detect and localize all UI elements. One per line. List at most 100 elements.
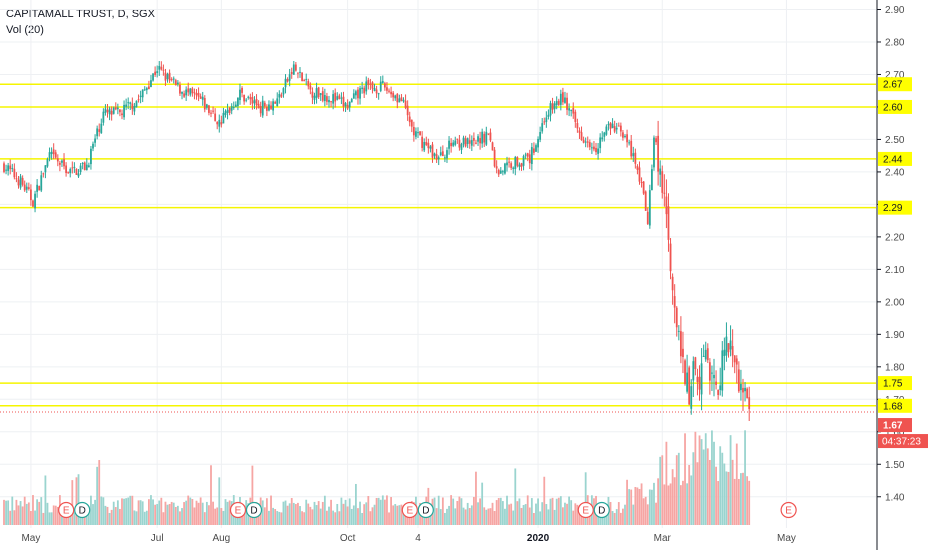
volume-bar <box>38 501 41 525</box>
volume-bar <box>533 512 535 525</box>
candle-body <box>686 372 688 392</box>
volume-bar <box>394 504 397 525</box>
candle-body <box>58 162 61 165</box>
candle-body <box>338 95 341 99</box>
volume-bar <box>96 466 99 525</box>
candle-body <box>479 138 481 144</box>
y-tick-label: 2.40 <box>885 167 905 178</box>
volume-bar <box>197 502 200 525</box>
candle-body <box>292 64 295 75</box>
volume-bar <box>218 477 221 525</box>
candle-body <box>644 191 647 211</box>
candle-body <box>11 168 14 170</box>
candle-body <box>595 147 597 153</box>
candle-body <box>392 92 395 98</box>
x-tick-label: 4 <box>415 533 421 544</box>
volume-bar <box>733 478 736 525</box>
candle-body <box>572 108 575 114</box>
event-label: D <box>598 506 605 517</box>
volume-bar <box>375 497 378 525</box>
earnings-event-icon[interactable] <box>577 501 594 519</box>
candle-body <box>79 165 82 173</box>
candle-body <box>456 138 459 140</box>
volume-bar <box>381 495 384 525</box>
candle-body <box>671 276 674 291</box>
volume-bar <box>222 510 225 525</box>
volume-bar <box>172 502 175 525</box>
candle-body <box>332 94 335 104</box>
earnings-event-icon[interactable] <box>780 501 797 519</box>
candle-body <box>475 142 477 144</box>
x-tick-label: 2020 <box>527 533 550 544</box>
volume-bar <box>292 502 295 525</box>
volume-bar <box>270 495 272 525</box>
candle-body <box>702 355 705 357</box>
volume-bar <box>562 507 564 525</box>
candle-body <box>193 92 196 94</box>
earnings-event-icon[interactable] <box>58 501 75 519</box>
candle-body <box>263 102 266 107</box>
volume-bar <box>340 497 343 525</box>
candle-body <box>251 96 254 104</box>
candle-body <box>237 97 239 107</box>
volume-bar <box>79 511 82 525</box>
volume-bar <box>323 495 326 525</box>
time-axis: May Jul Aug Oct 4 2020 Mar May <box>21 533 795 544</box>
volume-bar <box>183 502 185 525</box>
candle-body <box>655 138 657 143</box>
volume-bar <box>493 510 496 525</box>
candle-body <box>290 71 293 75</box>
volume-bar <box>181 508 183 525</box>
candle-body <box>71 167 74 169</box>
dividend-event-icon[interactable] <box>245 501 263 519</box>
candle-body <box>700 363 703 395</box>
candle-body <box>5 169 7 171</box>
volume-bar <box>640 483 643 525</box>
candle-body <box>148 86 150 90</box>
volume-bar <box>495 500 498 525</box>
candle-body <box>735 358 738 365</box>
candle-body <box>437 157 440 160</box>
y-tick-label: 2.70 <box>885 70 905 81</box>
volume-bar <box>272 507 274 525</box>
candle-body <box>199 96 202 99</box>
candle-body <box>112 107 115 114</box>
candle-body <box>46 159 49 167</box>
volume-bar <box>34 510 36 525</box>
dividend-event-icon[interactable] <box>417 501 434 519</box>
volume-bar <box>611 511 614 525</box>
candle-body <box>545 117 548 123</box>
y-tick-label: 1.80 <box>885 362 905 373</box>
candle-body <box>19 176 22 188</box>
candle-body <box>56 158 59 162</box>
candle-body <box>75 168 78 175</box>
volume-bar <box>15 499 18 525</box>
volume-bar <box>559 496 562 525</box>
y-tick-label: 2.90 <box>885 5 905 16</box>
volume-bar <box>212 501 214 525</box>
volume-bar <box>137 500 140 525</box>
dividend-event-icon[interactable] <box>74 501 91 519</box>
volume-bar <box>274 509 277 525</box>
dividend-event-icon[interactable] <box>593 501 610 519</box>
candle-body <box>597 148 599 154</box>
candle-body <box>636 166 639 170</box>
horizontal-levels <box>0 83 876 413</box>
volume-bar <box>110 509 113 525</box>
volume-bar <box>185 500 188 525</box>
candle-body <box>441 151 444 157</box>
volume-bar <box>373 504 376 525</box>
volume-bar <box>392 505 395 525</box>
earnings-event-icon[interactable] <box>401 501 418 519</box>
candle-body <box>181 91 183 94</box>
volume-bar <box>355 483 357 525</box>
candle-body <box>460 144 463 150</box>
candle-body <box>83 162 86 170</box>
volume-bar <box>721 452 724 525</box>
volume-bar <box>286 505 289 525</box>
earnings-event-icon[interactable] <box>229 501 247 519</box>
candle-body <box>646 211 649 224</box>
volume-bar <box>7 500 10 525</box>
volume-bar <box>102 497 105 525</box>
